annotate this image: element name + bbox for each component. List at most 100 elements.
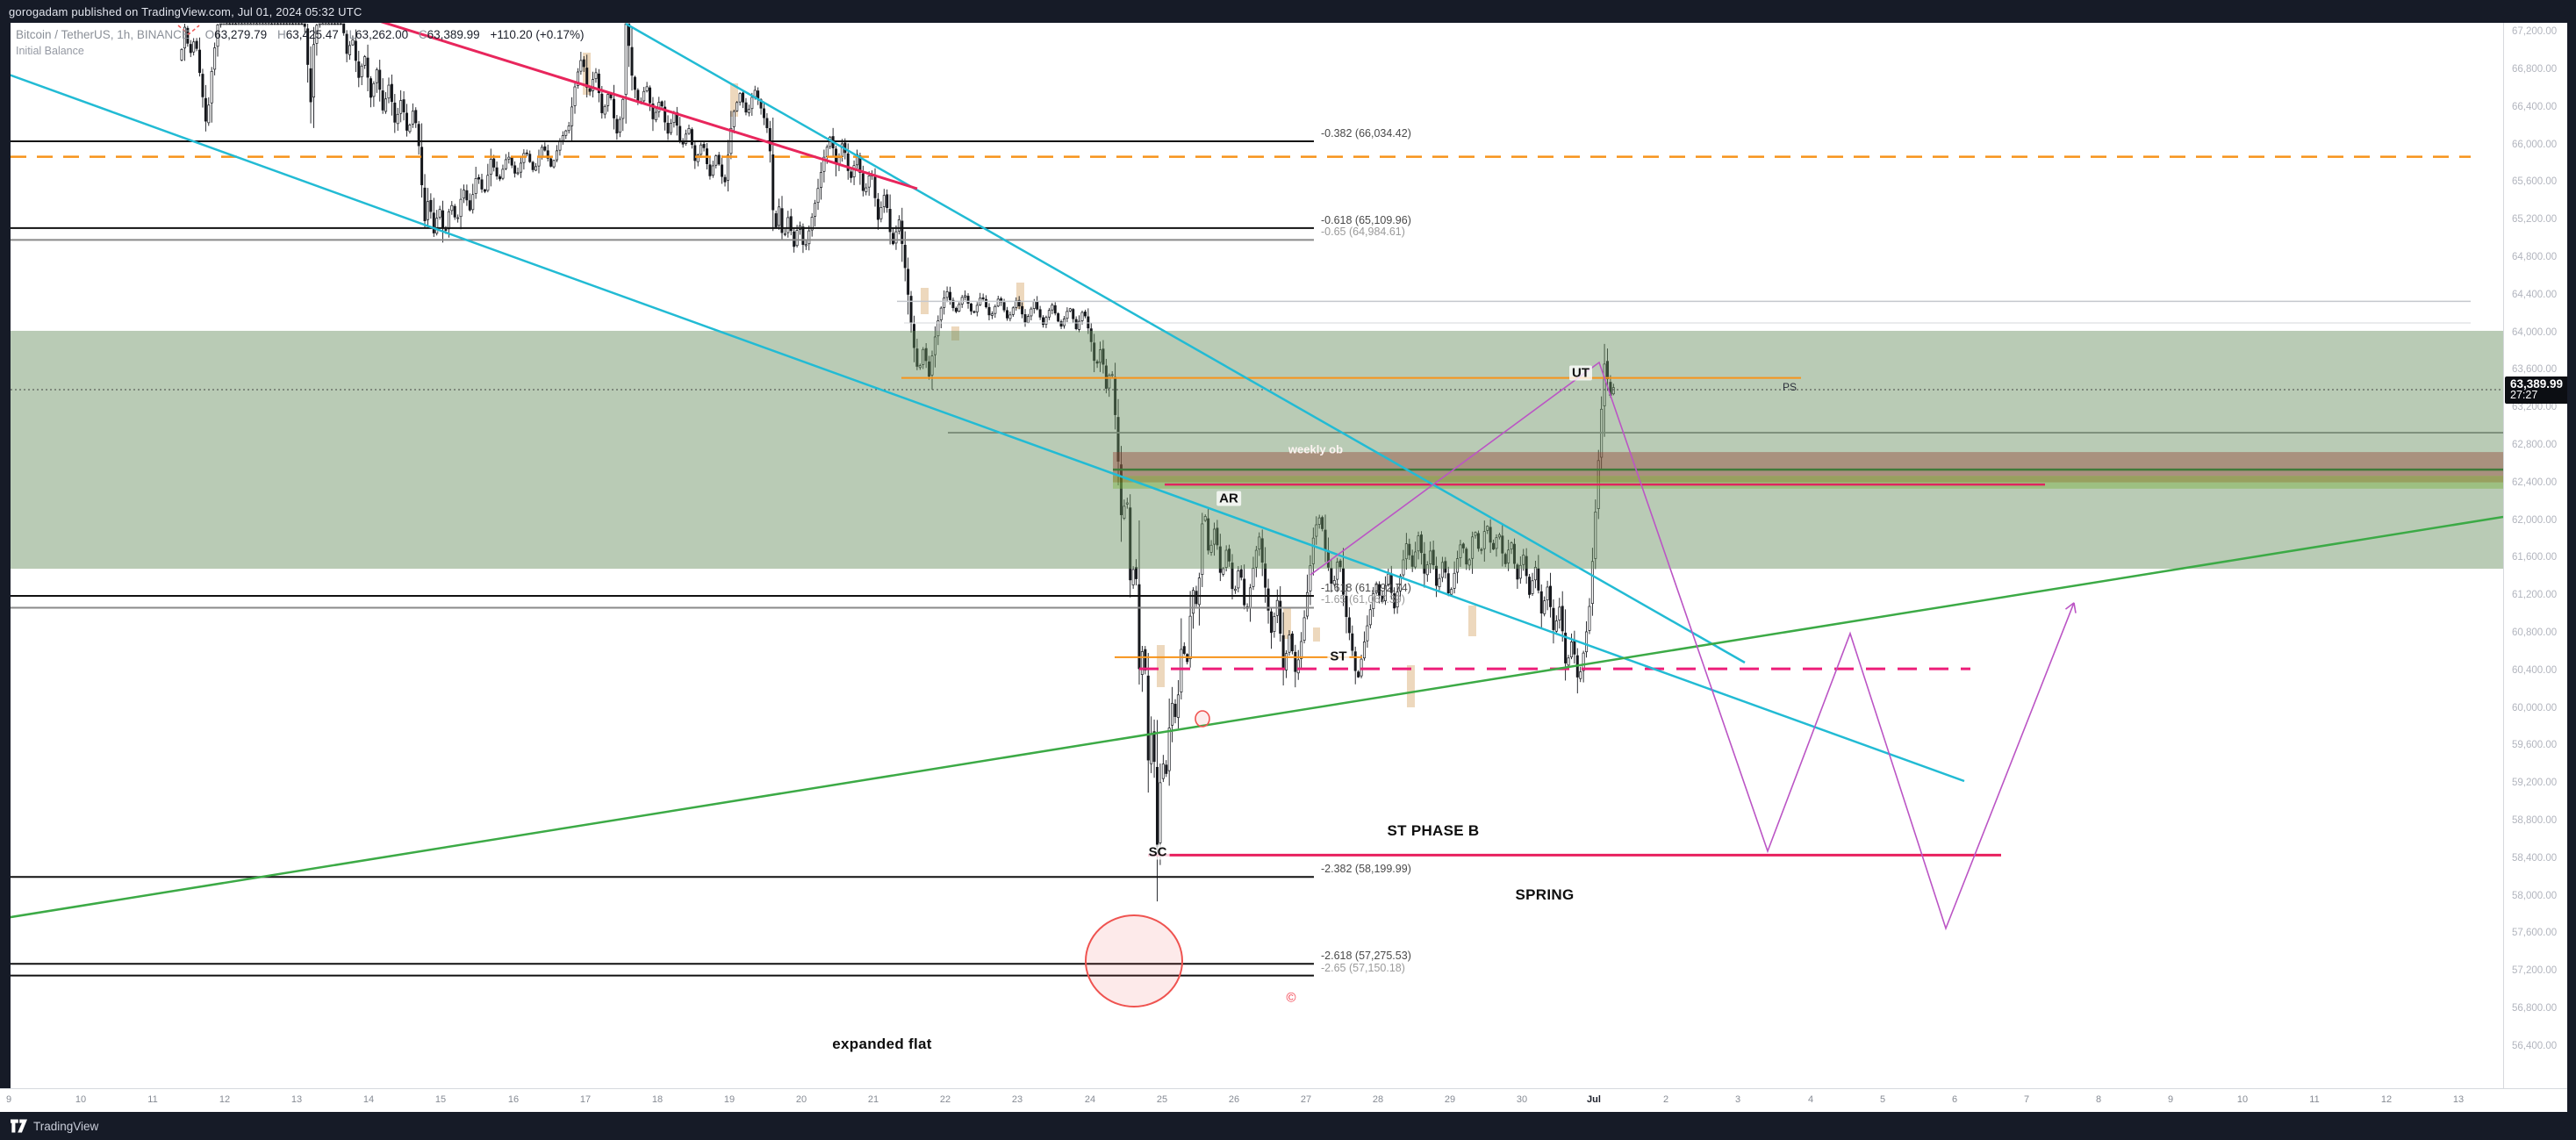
fib-label: -2.382 (58,199.99) <box>1321 863 1411 876</box>
time-axis-label: 8 <box>2095 1094 2102 1105</box>
tradingview-logo-icon <box>11 1119 27 1133</box>
label-ar: AR <box>1216 491 1241 506</box>
time-axis-label: 11 <box>147 1094 158 1105</box>
price-axis-label: 64,800.00 <box>2512 252 2558 263</box>
price-axis-label: 57,200.00 <box>2512 965 2558 977</box>
time-axis-label: 9 <box>5 1094 12 1105</box>
time-axis-label: 27 <box>1300 1094 1312 1105</box>
time-axis-label: 24 <box>1084 1094 1096 1105</box>
candle-highlight-box <box>1283 607 1291 639</box>
price-axis-label: 63,600.00 <box>2512 364 2558 376</box>
magenta-projection-path <box>1310 361 2075 931</box>
symbol-title[interactable]: Bitcoin / TetherUS, 1h, BINANCE <box>16 28 190 41</box>
indicator-name[interactable]: Initial Balance <box>16 45 84 57</box>
price-axis-label: 66,800.00 <box>2512 64 2558 75</box>
time-axis-label: 29 <box>1444 1094 1456 1105</box>
ohlc-change: +110.20 (+0.17%) <box>490 28 585 41</box>
time-axis-label: 10 <box>2236 1094 2249 1105</box>
candle-highlight-box <box>1468 606 1476 636</box>
tradingview-logo[interactable]: TradingView <box>11 1119 98 1133</box>
ohlc-o-value: 63,279.79 <box>214 28 268 41</box>
time-axis-label: 23 <box>1011 1094 1023 1105</box>
price-axis-label: 64,000.00 <box>2512 326 2558 338</box>
ohlc-c-value: 63,389.99 <box>427 28 480 41</box>
time-axis-label: 18 <box>651 1094 664 1105</box>
pink-downtrend <box>380 23 918 190</box>
time-axis-label: 15 <box>434 1094 447 1105</box>
cyan-trendline-long <box>11 74 1965 783</box>
candle-highlight-box <box>1016 283 1024 309</box>
time-axis-label: 25 <box>1156 1094 1168 1105</box>
time-axis-label: 10 <box>75 1094 87 1105</box>
ohlc-l-label: L <box>348 28 356 41</box>
candle-highlight-box <box>1313 627 1320 642</box>
label-ut: UT <box>1569 365 1592 381</box>
time-axis-label: 12 <box>219 1094 231 1105</box>
tradingview-logo-text: TradingView <box>33 1119 99 1133</box>
price-axis[interactable]: 63,389.99 27:27 67,200.00 66,800.00 66,400… <box>2503 23 2572 1088</box>
price-axis-label: 57,600.00 <box>2512 928 2558 939</box>
right-frame-strip <box>2567 0 2576 1112</box>
green-uptrend <box>11 515 2503 919</box>
price-axis-label: 61,200.00 <box>2512 590 2558 601</box>
fib-label: -2.65 (57,150.18) <box>1321 961 1405 974</box>
bar-countdown: 27:27 <box>2510 388 2538 401</box>
price-axis-label: 61,600.00 <box>2512 552 2558 563</box>
time-axis[interactable]: 9 10 11 12 13 14 15 16 17 18 19 20 21 22 23 24 25 26 27 28 2… <box>0 1088 2576 1113</box>
label-st-phase-b: ST PHASE B <box>1387 822 1480 839</box>
red-dashed-v <box>177 25 200 35</box>
time-axis-label: 6 <box>1951 1094 1958 1105</box>
time-axis-label: 2 <box>1662 1094 1669 1105</box>
price-axis-label: 66,000.00 <box>2512 139 2558 150</box>
price-axis-label: 62,800.00 <box>2512 440 2558 451</box>
ohlc-c-label: C <box>418 28 427 41</box>
green-zone <box>11 330 2503 570</box>
price-axis-label: 58,000.00 <box>2512 890 2558 901</box>
ohlc-o-label: O <box>205 28 215 41</box>
ohlc-h-label: H <box>276 28 286 41</box>
candle-highlight-box <box>1407 665 1415 707</box>
fib-label: -0.65 (64,984.61) <box>1321 226 1405 239</box>
candle-highlight-box <box>1157 645 1165 687</box>
olive-strip <box>1113 476 2503 483</box>
time-axis-label-month: Jul <box>1587 1094 1601 1105</box>
symbol-header: Bitcoin / TetherUS, 1h, BINANCE O63,279.… <box>16 28 585 57</box>
price-axis-label: 64,400.00 <box>2512 289 2558 300</box>
label-expanded-flat: expanded flat <box>832 1036 932 1052</box>
price-axis-label: 60,000.00 <box>2512 702 2558 713</box>
time-axis-label: 11 <box>2309 1094 2320 1105</box>
ohlc-l-value: 63,262.00 <box>355 28 409 41</box>
price-axis-label: 67,200.00 <box>2512 26 2558 38</box>
weekly-ob-salmon <box>1113 452 2503 477</box>
price-axis-label: 59,200.00 <box>2512 778 2558 789</box>
arrowhead <box>2064 602 2075 610</box>
time-axis-label: 13 <box>291 1094 303 1105</box>
price-axis-label: 56,800.00 <box>2512 1003 2558 1015</box>
large-red-ellipse <box>1085 914 1183 1007</box>
published-info-text: gorogadam published on TradingView.com, … <box>9 4 362 18</box>
time-axis-label: 7 <box>2023 1094 2030 1105</box>
fib-label: -1.618 (61,192.74) <box>1321 582 1411 595</box>
time-axis-label: 26 <box>1228 1094 1240 1105</box>
time-axis-label: 12 <box>2380 1094 2393 1105</box>
time-axis-label: 5 <box>1879 1094 1886 1105</box>
candle-highlight-box <box>951 326 959 341</box>
published-info-bar: gorogadam published on TradingView.com, … <box>0 0 2576 23</box>
time-axis-label: 13 <box>2452 1094 2465 1105</box>
price-axis-label: 60,800.00 <box>2512 627 2558 639</box>
bottom-brand-bar: TradingView <box>0 1112 2576 1140</box>
time-axis-label: 21 <box>867 1094 879 1105</box>
price-axis-label: 62,000.00 <box>2512 514 2558 526</box>
label-copyright: © <box>1286 990 1296 1006</box>
time-axis-label: 9 <box>2167 1094 2174 1105</box>
fib-label: -0.618 (65,109.96) <box>1321 213 1411 226</box>
last-price-tag: 63,389.99 27:27 <box>2505 376 2572 404</box>
cyan-trendline-steep <box>625 23 1746 664</box>
time-axis-label: 30 <box>1516 1094 1528 1105</box>
plot-area <box>11 23 2503 1007</box>
price-axis-label: 58,800.00 <box>2512 815 2558 827</box>
time-axis-label: 17 <box>579 1094 592 1105</box>
time-axis-label: 28 <box>1372 1094 1384 1105</box>
